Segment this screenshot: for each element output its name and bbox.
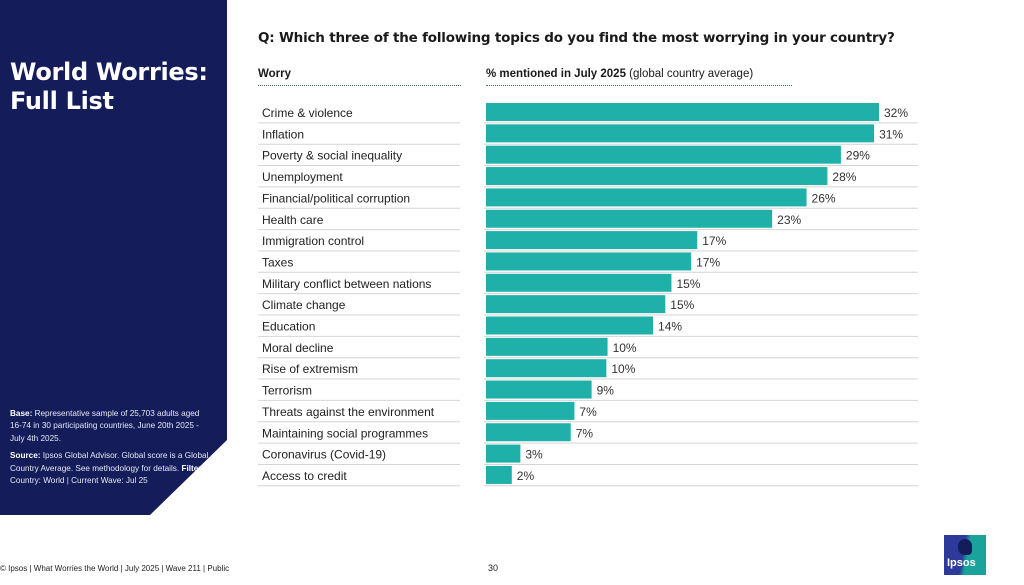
footer-text: © Ipsos | What Worries the World | July … — [0, 564, 230, 573]
source-label: Source: — [10, 451, 41, 461]
logo-text: Ipsos — [947, 557, 976, 569]
filter-label: Filter: — [181, 463, 205, 473]
category-label: Maintaining social programmes — [262, 426, 428, 440]
bar — [486, 188, 807, 207]
bar — [486, 380, 592, 399]
chart-question: Q: Which three of the following topics d… — [258, 30, 895, 46]
bar — [486, 465, 512, 484]
category-label: Unemployment — [262, 170, 343, 184]
bar — [486, 423, 571, 442]
category-label: Threats against the environment — [262, 405, 435, 419]
value-label: 3% — [525, 448, 543, 462]
value-label: 17% — [696, 255, 720, 269]
percent-header-bold: % mentioned in July 2025 — [486, 68, 626, 80]
filter-text: Country: World | Current Wave: Jul 25 — [10, 476, 148, 486]
category-label: Immigration control — [262, 234, 364, 248]
bar — [486, 273, 672, 292]
category-label: Taxes — [262, 255, 293, 269]
bar — [486, 359, 607, 378]
value-label: 10% — [613, 341, 637, 355]
bar — [486, 444, 521, 463]
value-label: 17% — [702, 234, 726, 248]
value-label: 28% — [832, 170, 856, 184]
value-label: 29% — [846, 149, 870, 163]
category-label: Inflation — [262, 127, 304, 141]
logo-head-icon — [958, 539, 972, 555]
bar — [486, 231, 698, 250]
category-label: Education — [262, 320, 315, 334]
percent-header-rest: (global country average) — [625, 68, 754, 80]
sidebar-notes: Base: Representative sample of 25,703 ad… — [10, 408, 210, 492]
value-label: 14% — [658, 320, 682, 334]
value-label: 9% — [597, 384, 615, 398]
bar — [486, 103, 879, 121]
value-label: 31% — [879, 127, 903, 141]
category-label: Health care — [262, 213, 324, 227]
sidebar-panel: World Worries: Full List Base: Represent… — [0, 0, 227, 515]
bar — [486, 145, 841, 164]
source-text: Ipsos Global Advisor. Global score is a … — [10, 451, 209, 473]
category-label: Coronavirus (Covid-19) — [262, 448, 386, 462]
category-label: Terrorism — [262, 384, 312, 398]
category-label: Financial/political corruption — [262, 191, 410, 205]
bar — [486, 209, 773, 228]
category-label: Poverty & social inequality — [262, 149, 402, 163]
value-label: 7% — [576, 426, 594, 440]
category-label: Climate change — [262, 298, 346, 312]
category-label: Access to credit — [262, 469, 347, 483]
worry-header-text: Worry — [258, 68, 292, 80]
bar — [486, 295, 666, 314]
value-label: 32% — [884, 106, 908, 120]
page-number: 30 — [488, 563, 499, 573]
worry-column-header: Worry — [258, 68, 461, 86]
value-label: 10% — [611, 362, 635, 376]
value-label: 23% — [777, 213, 801, 227]
ipsos-logo: Ipsos — [944, 535, 986, 575]
bar — [486, 167, 828, 186]
base-text: Representative sample of 25,703 adults a… — [10, 409, 200, 443]
value-label: 2% — [517, 469, 535, 483]
category-label: Military conflict between nations — [262, 277, 431, 291]
bar — [486, 124, 875, 143]
bar — [486, 401, 575, 420]
value-label: 15% — [676, 277, 700, 291]
percent-column-header: % mentioned in July 2025 (global country… — [486, 68, 792, 86]
bar — [486, 252, 692, 271]
value-label: 7% — [579, 405, 597, 419]
category-label: Moral decline — [262, 341, 334, 355]
value-label: 15% — [670, 298, 694, 312]
value-label: 26% — [812, 191, 836, 205]
category-label: Crime & violence — [262, 106, 353, 120]
source-note: Source: Ipsos Global Advisor. Global sco… — [10, 450, 210, 487]
sidebar-title: World Worries: Full List — [10, 58, 208, 115]
bar — [486, 337, 608, 356]
base-note: Base: Representative sample of 25,703 ad… — [10, 408, 210, 445]
category-label: Rise of extremism — [262, 362, 358, 376]
base-label: Base: — [10, 409, 33, 418]
bar — [486, 316, 654, 335]
